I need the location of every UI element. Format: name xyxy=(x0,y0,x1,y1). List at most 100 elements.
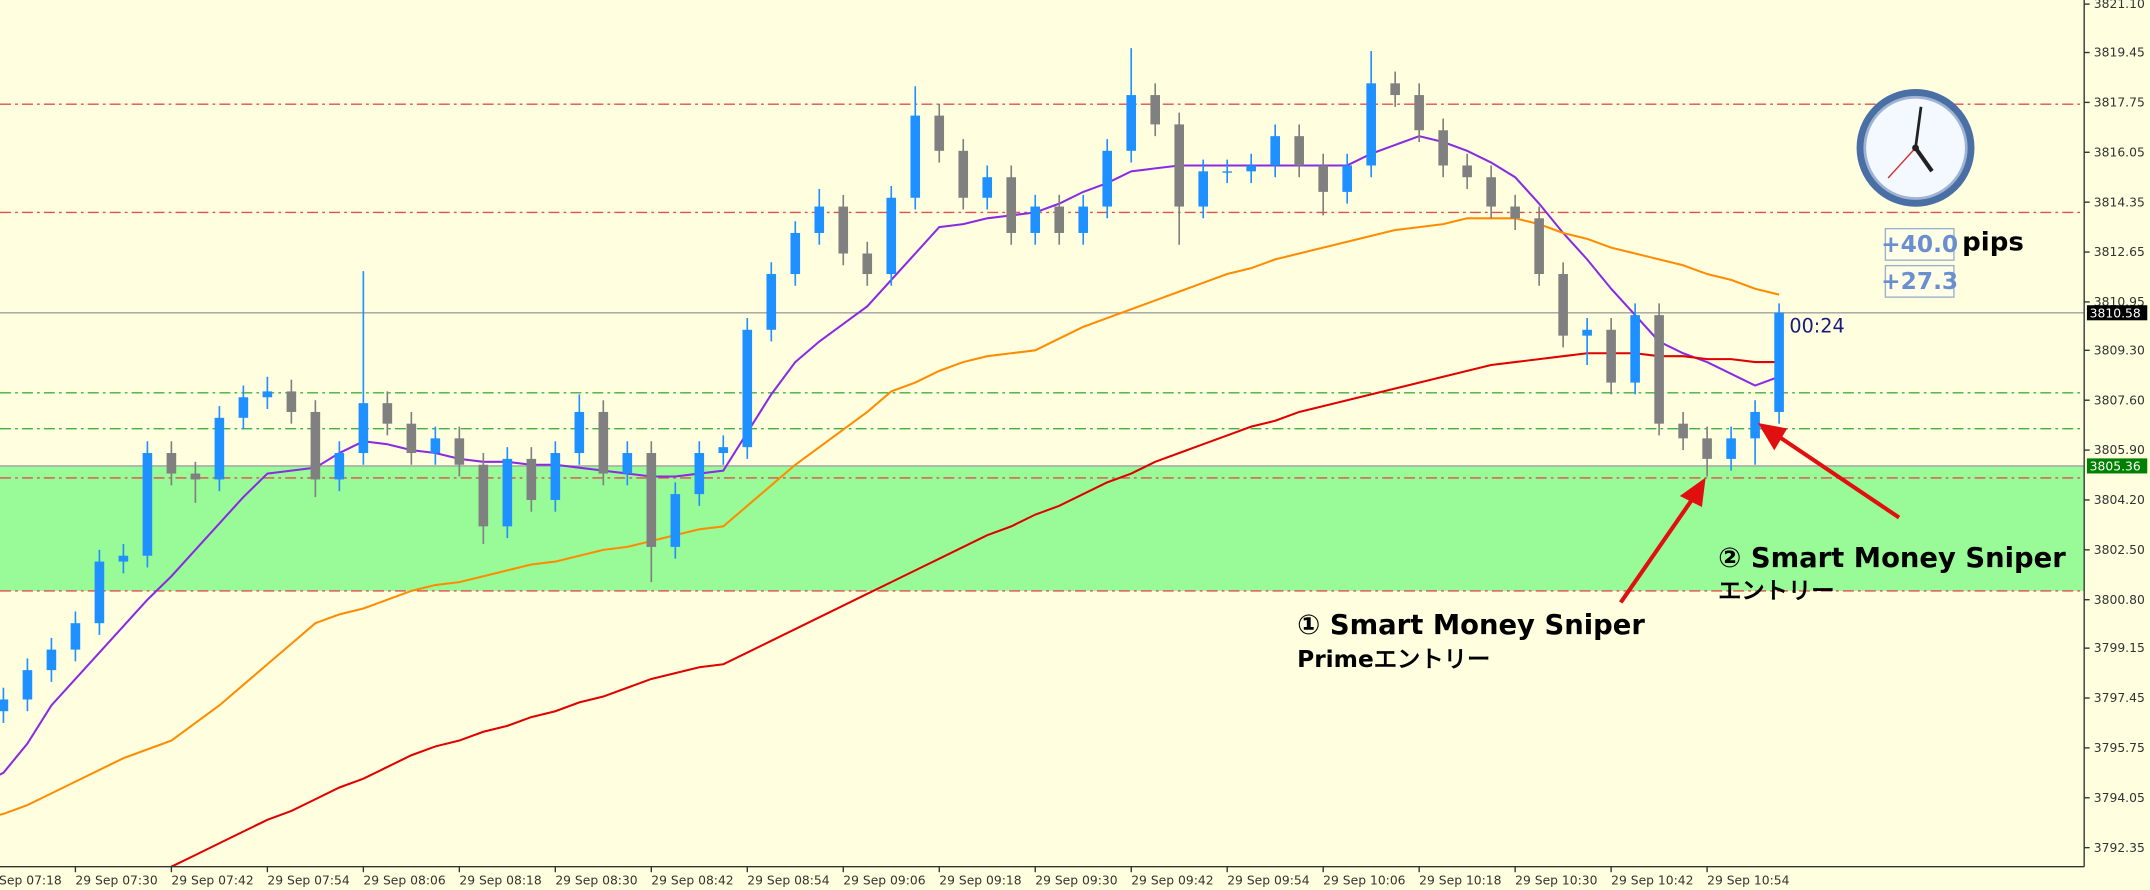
price-tag xyxy=(2086,305,2148,321)
candle-body xyxy=(1102,150,1113,207)
candle-body xyxy=(598,411,609,474)
y-tick-label: 3816.05 xyxy=(2094,145,2145,159)
candle-body xyxy=(1606,329,1616,383)
candle-body xyxy=(814,206,825,233)
candle-body xyxy=(1342,165,1352,192)
x-tick-label: 29 Sep 07:18 xyxy=(0,874,62,888)
y-tick-label: 3819.45 xyxy=(2094,46,2145,60)
moving-average xyxy=(170,352,1780,867)
candle-body xyxy=(94,561,105,624)
candle-body xyxy=(958,150,969,198)
candle-body xyxy=(142,453,153,556)
candle-body xyxy=(1054,206,1065,233)
candle-body xyxy=(1006,177,1017,233)
candle-body xyxy=(742,329,753,448)
candle-body xyxy=(478,464,489,527)
candle-body xyxy=(1294,136,1304,166)
candle-body xyxy=(526,458,537,500)
pips-box xyxy=(1884,227,1955,261)
arrow-head xyxy=(1679,477,1706,508)
candle-body xyxy=(1438,130,1448,166)
y-tick-label: 3804.20 xyxy=(2094,493,2145,507)
candle-body xyxy=(790,232,801,275)
candle-body xyxy=(430,438,441,454)
candle-body xyxy=(1390,83,1400,96)
candle-body xyxy=(1462,165,1472,178)
candle-body xyxy=(1246,165,1256,172)
y-tick-label: 3794.05 xyxy=(2094,791,2145,805)
candle-body xyxy=(1174,124,1185,207)
minute-hand xyxy=(1914,106,1923,149)
annotation-subtitle: Primeエントリー xyxy=(1297,646,1490,673)
x-tick-label: 29 Sep 09:42 xyxy=(1131,874,1213,888)
supply-demand-zone xyxy=(0,465,2085,591)
candle-body xyxy=(862,253,873,275)
x-tick-label: 29 Sep 10:06 xyxy=(1323,874,1406,888)
clock xyxy=(1856,89,1975,207)
y-tick-label: 3805.90 xyxy=(2094,443,2145,457)
annotation-title: ② Smart Money Sniper xyxy=(1718,543,2066,574)
y-tick-label: 3812.65 xyxy=(2094,245,2145,259)
candle-body xyxy=(22,670,33,700)
pips-box xyxy=(1884,264,1955,298)
candle-body xyxy=(1510,206,1520,219)
x-tick-label: 29 Sep 10:54 xyxy=(1707,874,1790,888)
candle-body xyxy=(1414,95,1424,131)
candle-body xyxy=(766,274,777,330)
candle-body xyxy=(46,649,57,671)
x-tick-label: 29 Sep 10:42 xyxy=(1611,874,1693,888)
x-tick-label: 29 Sep 08:18 xyxy=(459,874,541,888)
y-tick-label: 3809.30 xyxy=(2094,343,2145,357)
candle-body xyxy=(934,115,945,151)
candle-body xyxy=(70,623,81,650)
moving-average xyxy=(0,135,1780,776)
candle-body xyxy=(238,397,249,418)
candle-body xyxy=(1222,171,1232,173)
candle-body xyxy=(1198,171,1209,207)
candle-body xyxy=(1126,95,1137,151)
candle-body xyxy=(670,494,681,547)
candle-body xyxy=(406,423,417,454)
y-tick-label: 3800.80 xyxy=(2094,593,2145,607)
candle-body xyxy=(118,555,129,562)
candle-body xyxy=(1654,315,1664,424)
candle-body xyxy=(1726,438,1736,459)
candle-body xyxy=(622,453,633,474)
pips-value: +27.3 xyxy=(1881,268,1958,295)
clock-center xyxy=(1912,144,1919,152)
candle-body xyxy=(646,453,657,547)
y-tick-label: 3814.35 xyxy=(2094,195,2145,209)
candle-body xyxy=(1078,206,1089,233)
x-tick-label: 29 Sep 10:18 xyxy=(1419,874,1501,888)
candle-body xyxy=(982,177,993,198)
candle-body xyxy=(1558,274,1568,336)
candle-body xyxy=(1030,206,1041,233)
x-tick-label: 29 Sep 08:30 xyxy=(555,874,638,888)
price-tag xyxy=(2086,458,2148,474)
candle-body xyxy=(694,453,705,495)
x-tick-label: 29 Sep 08:06 xyxy=(363,874,446,888)
arrow-line xyxy=(1775,433,1901,520)
candle-body xyxy=(1678,423,1688,439)
y-tick-label: 3807.60 xyxy=(2094,393,2145,407)
x-tick-label: 29 Sep 09:54 xyxy=(1227,874,1310,888)
candle-body xyxy=(358,403,369,454)
x-tick-label: 29 Sep 09:18 xyxy=(939,874,1021,888)
arrow-head xyxy=(1757,422,1788,451)
second-hand xyxy=(1887,147,1917,179)
x-tick-label: 29 Sep 07:54 xyxy=(267,874,350,888)
candle-timer: 00:24 xyxy=(1789,315,1844,338)
candle-body xyxy=(574,411,585,454)
x-tick-label: 29 Sep 07:42 xyxy=(171,874,253,888)
pips-unit: pips xyxy=(1962,228,2024,258)
candle-body xyxy=(1534,218,1544,275)
y-tick-label: 3799.15 xyxy=(2094,641,2145,655)
x-tick-label: 29 Sep 09:30 xyxy=(1035,874,1118,888)
candle-body xyxy=(310,411,321,480)
y-tick-label: 3795.75 xyxy=(2094,741,2145,755)
candle-body xyxy=(1366,83,1376,166)
